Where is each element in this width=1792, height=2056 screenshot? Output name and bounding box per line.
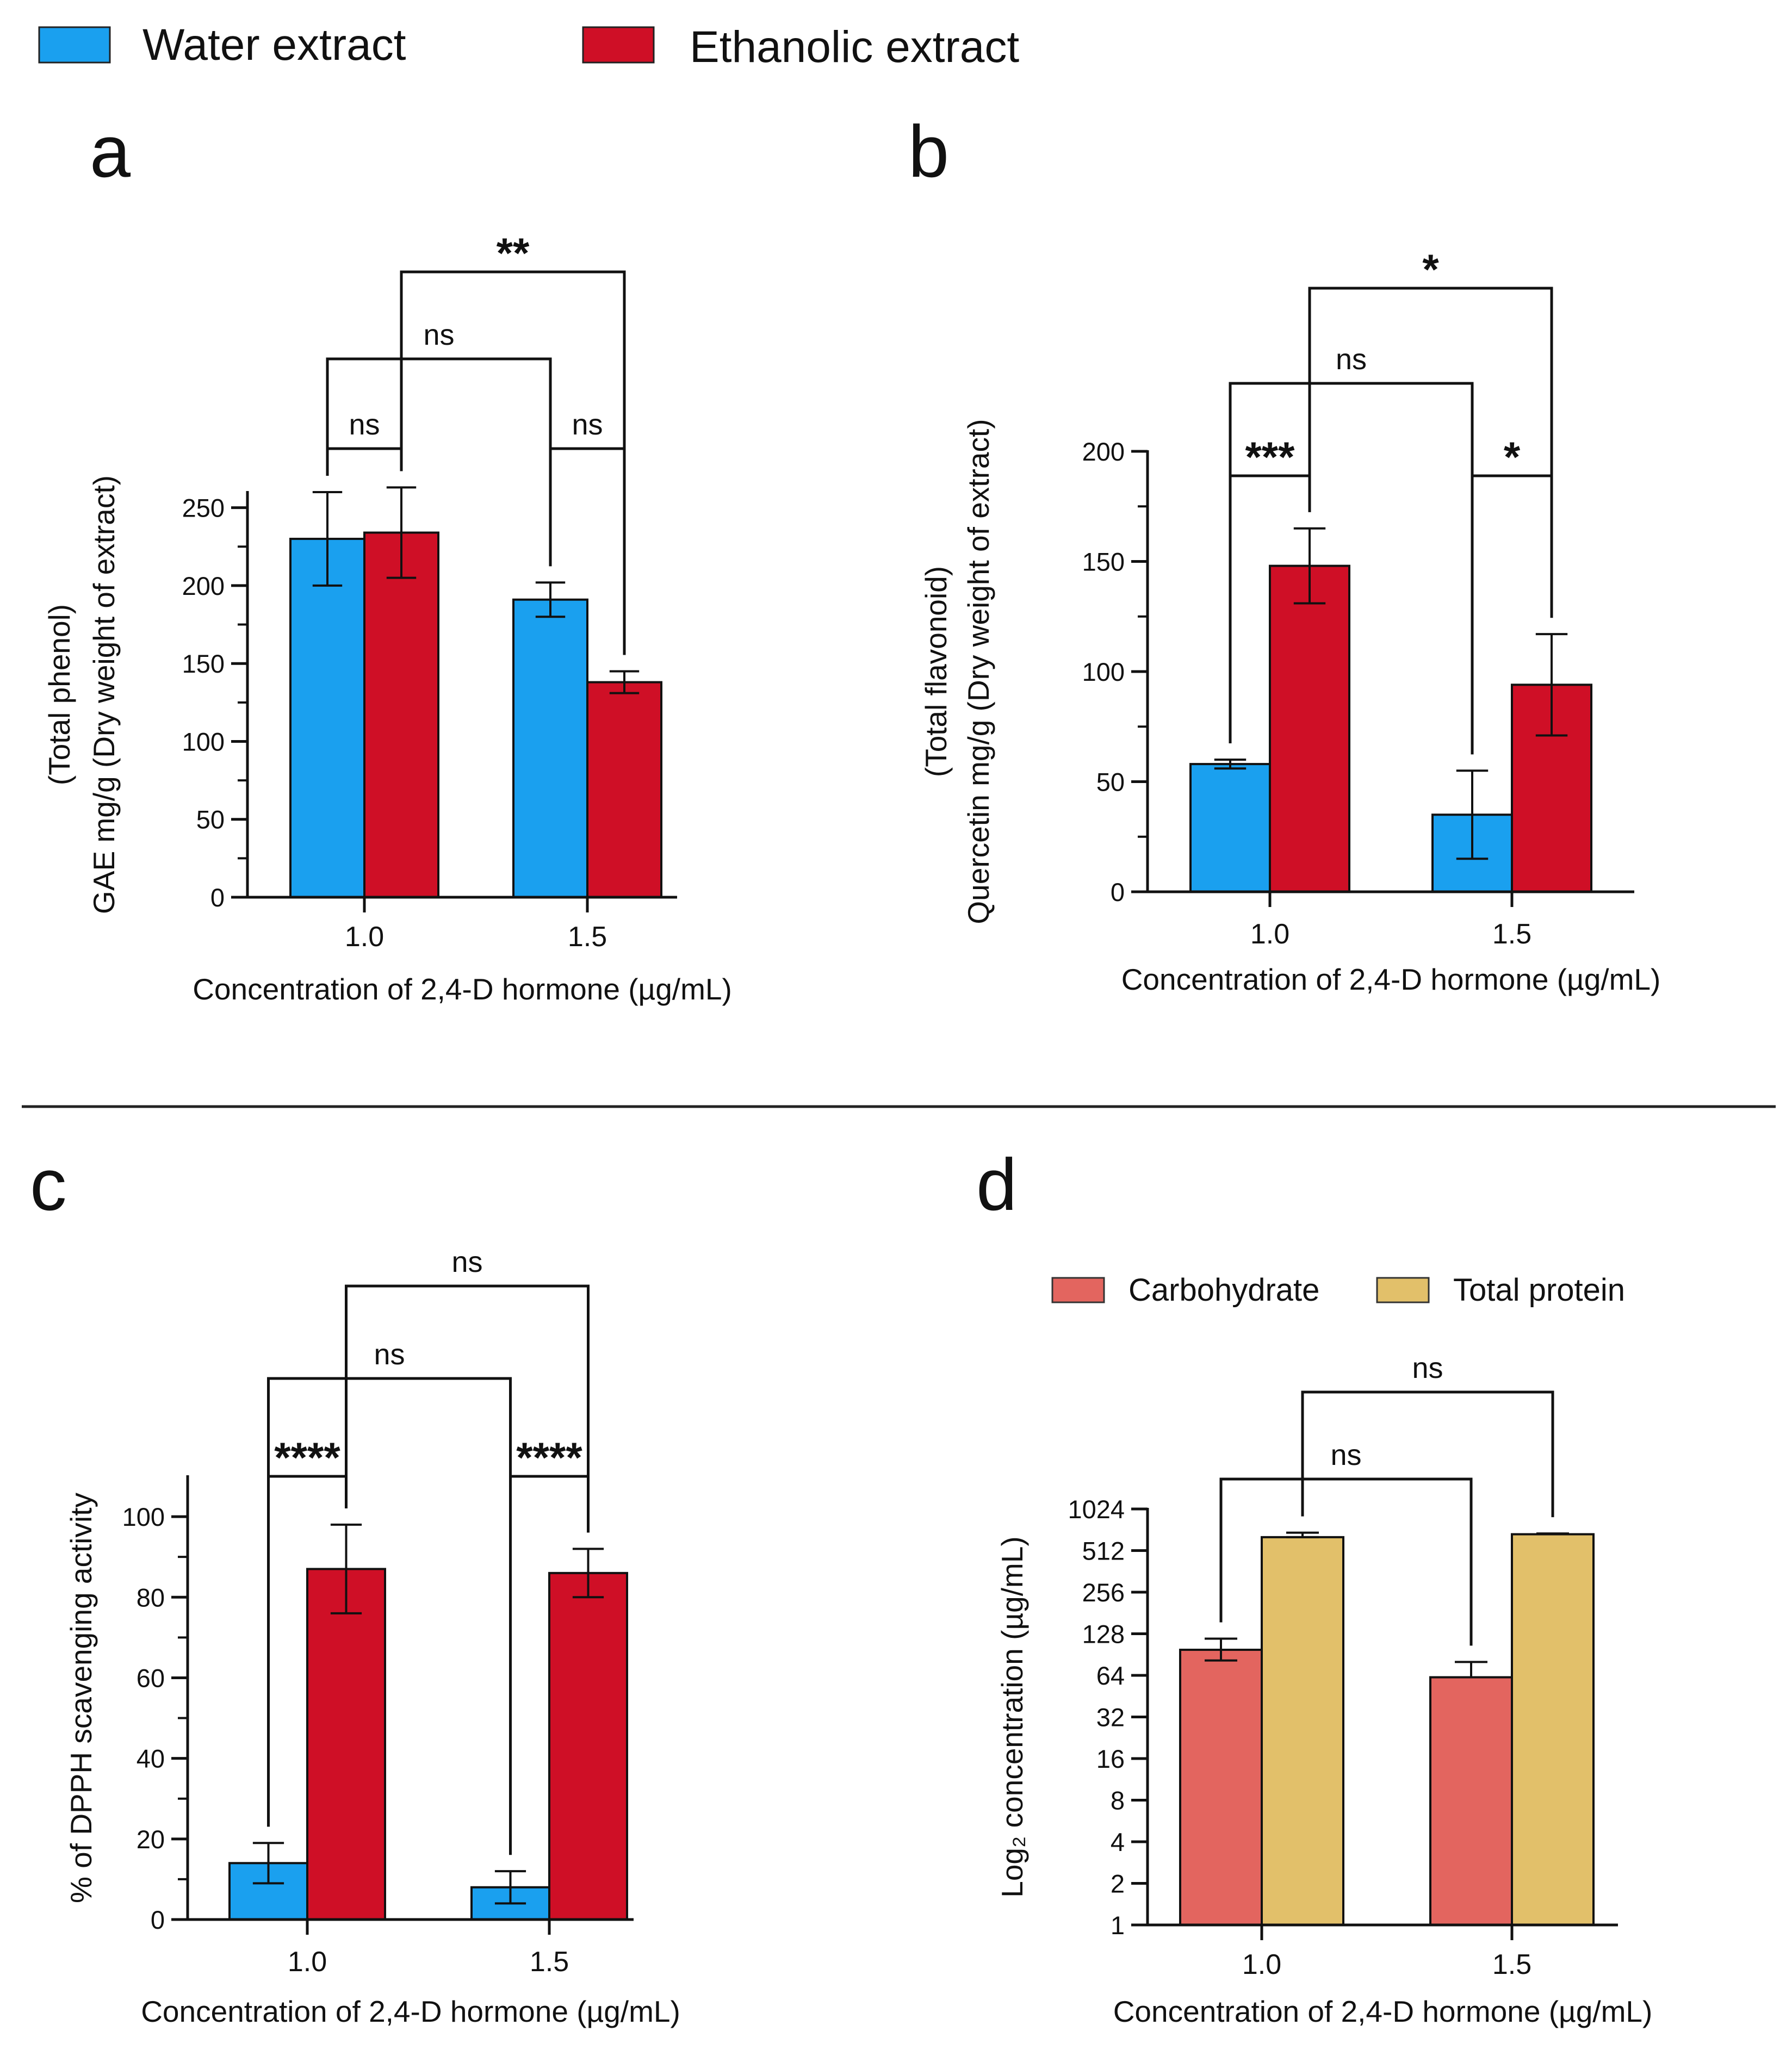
top-legend: Water extract Ethanolic extract xyxy=(38,20,1019,72)
bar-d-total-protein-1.0 xyxy=(1261,1536,1344,1927)
sig-label-c-2: ns xyxy=(374,1338,405,1371)
y-tick-label-a-1: 50 xyxy=(196,805,225,834)
sig-bracket-b-3 xyxy=(1308,287,1553,618)
bar-d-carbohydrate-1.5 xyxy=(1429,1676,1513,1926)
sig-bracket-a-2 xyxy=(326,357,552,567)
y-tick-label-d-9: 512 xyxy=(1082,1537,1125,1566)
sig-bracket-d-0 xyxy=(1219,1477,1473,1646)
legend-label-total-protein: Total protein xyxy=(1453,1272,1625,1308)
y-tick-label-c-3: 60 xyxy=(137,1663,165,1692)
sig-label-b-0: *** xyxy=(1245,433,1295,481)
y-axis-title-b-1: Quercetin mg/g (Dry weight of extract) xyxy=(962,419,995,924)
legend-swatch-ethanolic xyxy=(582,26,655,64)
sig-label-c-1: **** xyxy=(516,1433,582,1481)
x-tick-label-a-1: 1.5 xyxy=(568,921,607,953)
chart-panel-a: 0 50 100 150 200 250 1.0 1.5 Concentration of 2,… xyxy=(42,229,732,1006)
y-tick-label-a-4: 200 xyxy=(182,572,225,600)
sig-label-b-3: * xyxy=(1422,245,1439,293)
y-tick-label-b-3: 150 xyxy=(1082,548,1125,576)
y-tick-label-b-0: 0 xyxy=(1111,878,1125,906)
y-tick-label-d-7: 128 xyxy=(1082,1620,1125,1649)
sig-label-a-0: ns xyxy=(349,408,380,441)
sig-bracket-b-2 xyxy=(1229,382,1474,755)
sig-label-d-0: ns xyxy=(1330,1439,1361,1471)
y-tick-label-c-1: 20 xyxy=(137,1825,165,1854)
y-tick-label-c-0: 0 xyxy=(151,1905,165,1934)
y-tick-label-b-1: 50 xyxy=(1096,768,1125,797)
y-tick-label-a-2: 100 xyxy=(182,727,225,756)
y-tick-label-a-5: 250 xyxy=(182,494,225,523)
y-tick-label-a-3: 150 xyxy=(182,649,225,678)
bar-b-ethanolic-extract-1.0 xyxy=(1269,564,1350,893)
legend-label-ethanolic: Ethanolic extract xyxy=(690,22,1019,72)
y-tick-label-d-5: 32 xyxy=(1096,1703,1125,1732)
bar-a-water-extract-1.5 xyxy=(512,598,588,898)
y-tick-label-b-4: 200 xyxy=(1082,437,1125,466)
sig-bracket-a-3 xyxy=(400,270,626,655)
sig-label-a-1: ns xyxy=(572,408,603,441)
y-axis-title-d-0: Log₂ concentration (µg/mL) xyxy=(995,1536,1029,1898)
sig-label-d-1: ns xyxy=(1412,1352,1443,1384)
y-tick-label-a-0: 0 xyxy=(210,883,225,912)
x-tick-label-c-0: 1.0 xyxy=(288,1946,327,1978)
x-axis-title-b: Concentration of 2,4-D hormone (µg/mL) xyxy=(1121,962,1661,996)
y-axis-title-b-0: (Total flavonoid) xyxy=(919,566,953,777)
chart-panel-b: 0 50 100 150 200 1.0 1.5 Concentration of 2,4-D… xyxy=(919,245,1660,996)
bar-d-total-protein-1.5 xyxy=(1511,1533,1595,1927)
legend-swatch-total-protein xyxy=(1376,1277,1430,1303)
chart-panel-c: 0 20 40 60 80 100 1.0 1.5 Concentration of 2,4-D… xyxy=(64,1246,680,2028)
y-tick-label-b-2: 100 xyxy=(1082,657,1125,686)
y-tick-label-c-2: 40 xyxy=(137,1744,165,1773)
x-axis-title-a: Concentration of 2,4-D hormone (µg/mL) xyxy=(193,972,732,1006)
sig-label-b-2: ns xyxy=(1336,343,1367,376)
legend-swatch-water xyxy=(38,26,111,64)
y-tick-label-d-10: 1024 xyxy=(1068,1495,1125,1524)
bar-b-water-extract-1.0 xyxy=(1189,763,1271,893)
bar-c-ethanolic-extract-1.5 xyxy=(548,1571,628,1921)
y-axis-title-c-0: % of DPPH scavenging activity xyxy=(64,1492,98,1903)
bar-a-water-extract-1.0 xyxy=(289,537,365,898)
y-tick-label-d-1: 2 xyxy=(1111,1869,1125,1898)
legend-swatch-carbohydrate xyxy=(1051,1277,1105,1303)
x-tick-label-c-1: 1.5 xyxy=(530,1946,569,1978)
sig-bracket-c-3 xyxy=(345,1284,590,1533)
y-tick-label-d-0: 1 xyxy=(1111,1911,1125,1940)
y-tick-label-d-2: 4 xyxy=(1111,1828,1125,1856)
sig-label-c-3: ns xyxy=(451,1246,482,1278)
y-axis-title-a-1: GAE mg/g (Dry weight of extract) xyxy=(87,475,121,914)
bar-c-ethanolic-extract-1.0 xyxy=(306,1568,386,1921)
bar-a-ethanolic-extract-1.5 xyxy=(586,681,662,898)
sig-label-a-3: ** xyxy=(497,229,530,277)
y-tick-label-d-6: 64 xyxy=(1096,1661,1125,1690)
y-tick-label-d-8: 256 xyxy=(1082,1578,1125,1607)
x-axis-title-d: Concentration of 2,4-D hormone (µg/mL) xyxy=(1113,1995,1653,2028)
sig-label-a-2: ns xyxy=(423,319,454,351)
x-axis-title-c: Concentration of 2,4-D hormone (µg/mL) xyxy=(141,1995,680,2028)
y-axis-title-a-0: (Total phenol) xyxy=(42,604,76,785)
y-tick-label-c-5: 100 xyxy=(122,1502,165,1531)
x-tick-label-d-0: 1.0 xyxy=(1242,1949,1281,1980)
panel-letter-a: a xyxy=(90,110,131,192)
x-tick-label-b-1: 1.5 xyxy=(1492,918,1531,950)
y-tick-label-d-3: 8 xyxy=(1111,1786,1125,1815)
sig-bracket-a-0 xyxy=(326,447,403,476)
chart-panel-d: Carbohydrate Total protein 1 2 4 8 16 32 64 128 25… xyxy=(995,1272,1652,2028)
x-tick-label-d-1: 1.5 xyxy=(1492,1949,1531,1980)
panel-letter-c: c xyxy=(30,1144,67,1226)
x-tick-label-a-0: 1.0 xyxy=(345,921,384,953)
legend-label-water: Water extract xyxy=(142,20,406,70)
panel-letter-b: b xyxy=(908,110,949,192)
bar-d-carbohydrate-1.0 xyxy=(1179,1648,1263,1926)
sig-label-b-1: * xyxy=(1504,433,1521,481)
panel-letter-d: d xyxy=(976,1144,1017,1226)
legend-label-carbohydrate: Carbohydrate xyxy=(1128,1272,1319,1308)
y-tick-label-d-4: 16 xyxy=(1096,1744,1125,1773)
bar-a-ethanolic-extract-1.0 xyxy=(363,531,439,898)
y-tick-label-c-4: 80 xyxy=(137,1583,165,1612)
sig-bracket-c-2 xyxy=(267,1377,512,1855)
x-tick-label-b-0: 1.0 xyxy=(1250,918,1289,950)
sig-label-c-0: **** xyxy=(274,1433,340,1481)
sig-bracket-d-1 xyxy=(1301,1390,1554,1518)
